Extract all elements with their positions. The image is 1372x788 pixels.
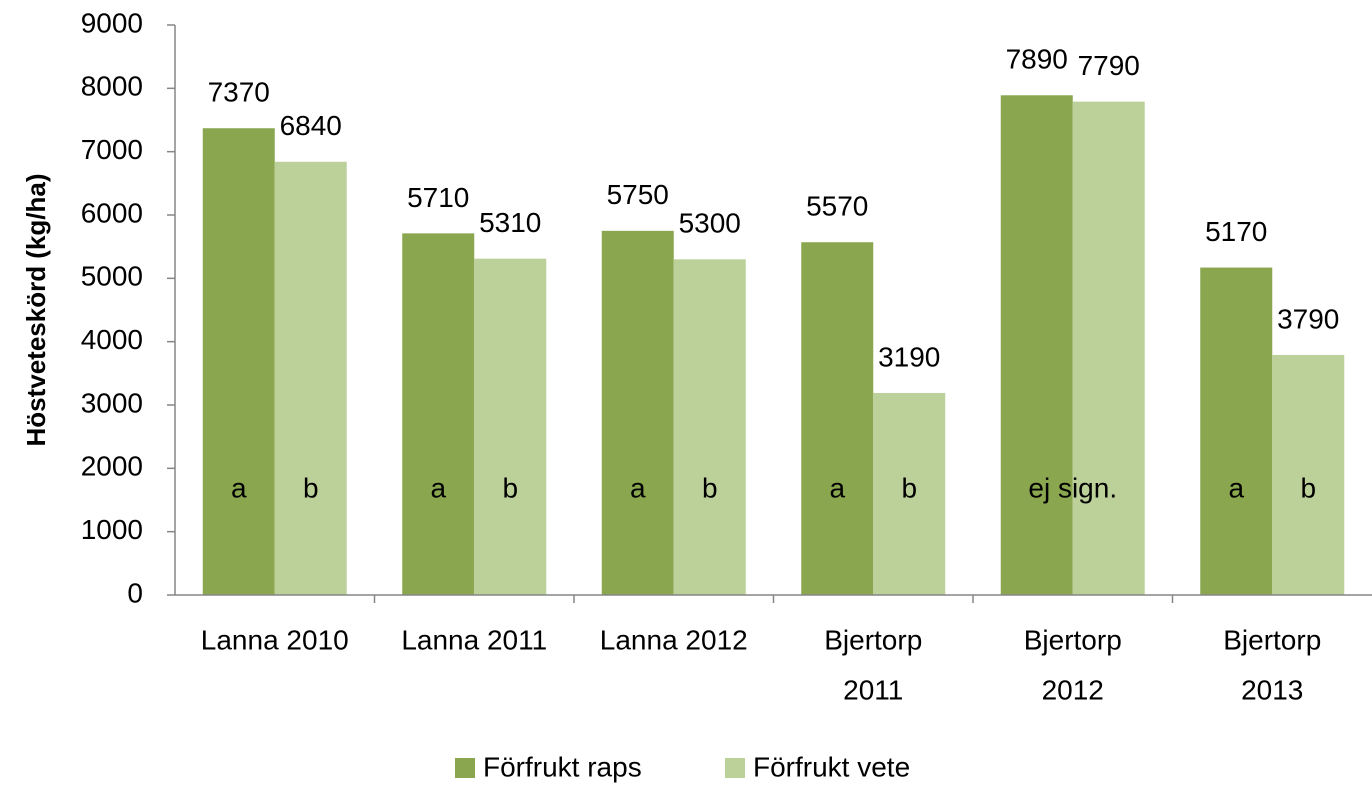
value-label: 7790 [1078, 50, 1140, 81]
value-label: 5710 [407, 182, 469, 213]
x-tick-label: Bjertorp [1223, 624, 1321, 655]
bar [601, 230, 674, 596]
bar [801, 242, 874, 595]
bar [873, 392, 946, 595]
bar [474, 258, 547, 595]
significance-label: b [502, 472, 518, 503]
x-tick-label: Bjertorp [1024, 624, 1122, 655]
y-tick-label: 3000 [81, 387, 143, 418]
significance-label: b [702, 472, 718, 503]
legend-swatch [455, 758, 475, 778]
x-tick-label: Lanna 2010 [201, 624, 349, 655]
legend-label: Förfrukt vete [753, 751, 910, 782]
y-tick-label: 7000 [81, 134, 143, 165]
bar [202, 128, 275, 595]
significance-label: a [829, 472, 845, 503]
value-label: 3190 [878, 341, 940, 372]
significance-label: a [231, 472, 247, 503]
value-label: 7890 [1006, 44, 1068, 75]
value-label: 5300 [679, 208, 741, 239]
significance-label: a [630, 472, 646, 503]
bar [1072, 101, 1145, 595]
y-tick-label: 2000 [81, 451, 143, 482]
value-label: 5750 [607, 179, 669, 210]
significance-label: a [430, 472, 446, 503]
significance-label: ej sign. [1028, 472, 1117, 503]
value-label: 3790 [1277, 303, 1339, 334]
x-tick-label: Bjertorp [824, 624, 922, 655]
y-tick-label: 0 [127, 577, 143, 608]
significance-label: a [1228, 472, 1244, 503]
value-label: 5170 [1205, 216, 1267, 247]
legend-swatch [725, 758, 745, 778]
y-tick-label: 9000 [81, 7, 143, 38]
y-tick-label: 4000 [81, 324, 143, 355]
significance-label: b [901, 472, 917, 503]
legend-label: Förfrukt raps [483, 751, 642, 782]
bar [1200, 267, 1273, 595]
y-tick-label: 8000 [81, 71, 143, 102]
significance-label: b [303, 472, 319, 503]
y-tick-label: 1000 [81, 514, 143, 545]
bar [1000, 95, 1073, 596]
x-tick-label: 2012 [1042, 674, 1104, 705]
bar [1272, 354, 1345, 595]
value-label: 5310 [479, 207, 541, 238]
bar [274, 161, 347, 596]
y-tick-label: 6000 [81, 197, 143, 228]
significance-label: b [1300, 472, 1316, 503]
bar [673, 259, 746, 595]
bar [402, 233, 475, 595]
value-label: 5570 [806, 191, 868, 222]
value-label: 7370 [208, 77, 270, 108]
y-axis-title: Höstveteskörd (kg/ha) [21, 173, 51, 446]
x-tick-label: Lanna 2011 [401, 624, 547, 655]
y-tick-label: 5000 [81, 261, 143, 292]
x-tick-label: Lanna 2012 [600, 624, 748, 655]
x-tick-label: 2011 [843, 674, 903, 705]
value-label: 6840 [280, 110, 342, 141]
x-tick-label: 2013 [1241, 674, 1303, 705]
